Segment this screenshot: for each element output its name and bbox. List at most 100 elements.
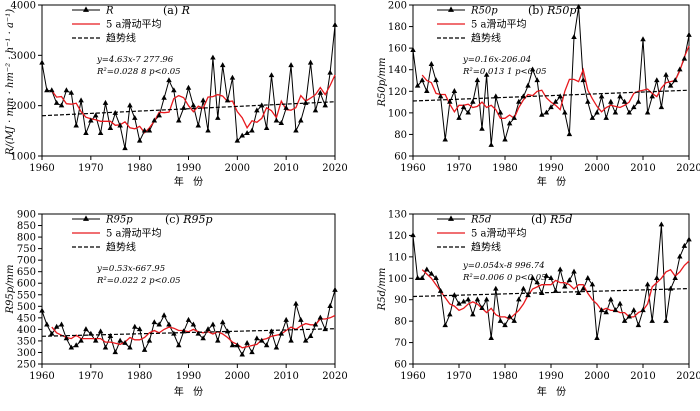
data-point-marker <box>672 275 678 280</box>
series-line-moving-average <box>51 74 336 134</box>
data-point-marker <box>474 296 481 302</box>
data-point-marker <box>562 109 568 115</box>
data-point-marker <box>667 82 674 88</box>
data-point-marker <box>548 104 554 110</box>
y-tick-label: 140 <box>388 65 407 76</box>
data-point-marker <box>127 102 133 108</box>
data-point-marker <box>141 127 148 133</box>
data-point-marker <box>557 266 563 272</box>
legend-marker-raw <box>83 215 89 221</box>
data-point-marker <box>516 296 522 302</box>
y-tick-label: 90 <box>394 295 407 306</box>
x-tick-label: 2020 <box>322 371 347 382</box>
y-axis-label: R95p/mm <box>5 265 16 315</box>
x-tick-label: 1980 <box>127 163 152 174</box>
data-point-marker <box>621 317 628 323</box>
data-point-marker <box>677 253 683 259</box>
data-point-marker <box>667 285 674 291</box>
data-point-marker <box>598 307 605 313</box>
data-point-marker <box>215 114 221 120</box>
data-point-marker <box>298 117 304 123</box>
data-point-marker <box>539 111 545 117</box>
data-point-marker <box>78 337 84 343</box>
data-point-marker <box>511 114 517 120</box>
data-point-marker <box>672 77 678 83</box>
panel-title-label: (b) <box>528 4 547 17</box>
legend-label-raw: R95p <box>105 215 133 226</box>
legend-label-raw: R50p <box>470 6 498 17</box>
data-point-marker <box>151 319 158 325</box>
data-point-marker <box>215 337 221 343</box>
data-point-marker <box>39 59 45 65</box>
data-point-marker <box>195 330 202 336</box>
data-point-marker <box>562 283 568 289</box>
data-point-marker <box>278 120 285 125</box>
data-point-marker <box>254 107 260 113</box>
data-point-marker <box>278 330 285 336</box>
series-line-moving-average <box>51 314 336 349</box>
regression-annotation: R²=0.006 0 p<0.05 <box>462 273 547 283</box>
data-point-marker <box>112 349 118 355</box>
data-point-marker <box>234 137 241 143</box>
data-point-marker <box>681 242 688 248</box>
data-point-marker <box>534 77 540 83</box>
data-point-marker <box>534 279 540 285</box>
panel-title-variable: R <box>181 4 190 17</box>
data-point-marker <box>322 102 328 108</box>
data-point-marker <box>617 300 623 306</box>
data-point-marker <box>525 292 531 298</box>
legend-label-trend: 趋势线 <box>471 241 501 254</box>
x-tick-label: 1980 <box>127 371 152 382</box>
data-point-marker <box>185 84 192 90</box>
data-point-marker <box>327 69 333 75</box>
data-point-marker <box>612 109 619 115</box>
data-point-marker <box>171 330 177 336</box>
data-point-marker <box>451 292 458 298</box>
x-tick-label: 1990 <box>538 371 563 382</box>
data-point-marker <box>200 97 206 103</box>
legend-label-moving-average: 5 a滑动平均 <box>471 19 527 31</box>
data-point-marker <box>44 321 50 327</box>
data-point-marker <box>97 130 104 136</box>
regression-annotation: R²=0.013 1 p<0.05 <box>462 67 547 77</box>
y-tick-label: 350 <box>17 336 36 347</box>
data-point-marker <box>644 281 651 287</box>
x-tick-label: 1970 <box>446 371 471 382</box>
data-point-marker <box>97 328 104 334</box>
y-axis-label: R/(MJ · mm · hm⁻² · h⁻¹ · a⁻¹) <box>5 9 16 156</box>
data-point-marker <box>259 102 265 108</box>
data-point-marker <box>506 120 513 126</box>
data-point-marker <box>239 351 245 357</box>
data-point-marker <box>631 104 637 110</box>
series-line-moving-average <box>421 260 690 320</box>
y-tick-label: 600 <box>17 279 36 290</box>
data-point-marker <box>122 339 128 345</box>
data-point-marker <box>263 342 270 348</box>
legend-marker-raw <box>448 6 454 12</box>
data-point-marker <box>298 316 304 322</box>
data-point-marker <box>156 321 162 327</box>
data-point-marker <box>244 130 250 136</box>
panel-title-variable: R95p <box>182 213 212 226</box>
data-point-marker <box>195 122 202 128</box>
y-tick-label: 100 <box>388 274 407 285</box>
legend-label-moving-average: 5 a滑动平均 <box>106 19 162 31</box>
data-point-marker <box>219 319 226 325</box>
data-point-marker <box>210 54 216 60</box>
data-point-marker <box>585 275 591 280</box>
data-point-marker <box>63 335 70 341</box>
data-point-marker <box>302 337 309 343</box>
data-point-marker <box>185 316 192 322</box>
data-point-marker <box>273 344 280 350</box>
data-point-marker <box>525 82 531 88</box>
data-point-marker <box>437 93 444 99</box>
data-point-marker <box>205 127 211 133</box>
data-point-marker <box>585 98 591 104</box>
y-tick-label: 250 <box>17 360 36 371</box>
y-tick-label: 2000 <box>11 101 36 112</box>
data-point-marker <box>180 328 187 334</box>
data-point-marker <box>433 275 439 280</box>
data-point-marker <box>626 109 632 115</box>
data-point-marker <box>83 326 89 332</box>
